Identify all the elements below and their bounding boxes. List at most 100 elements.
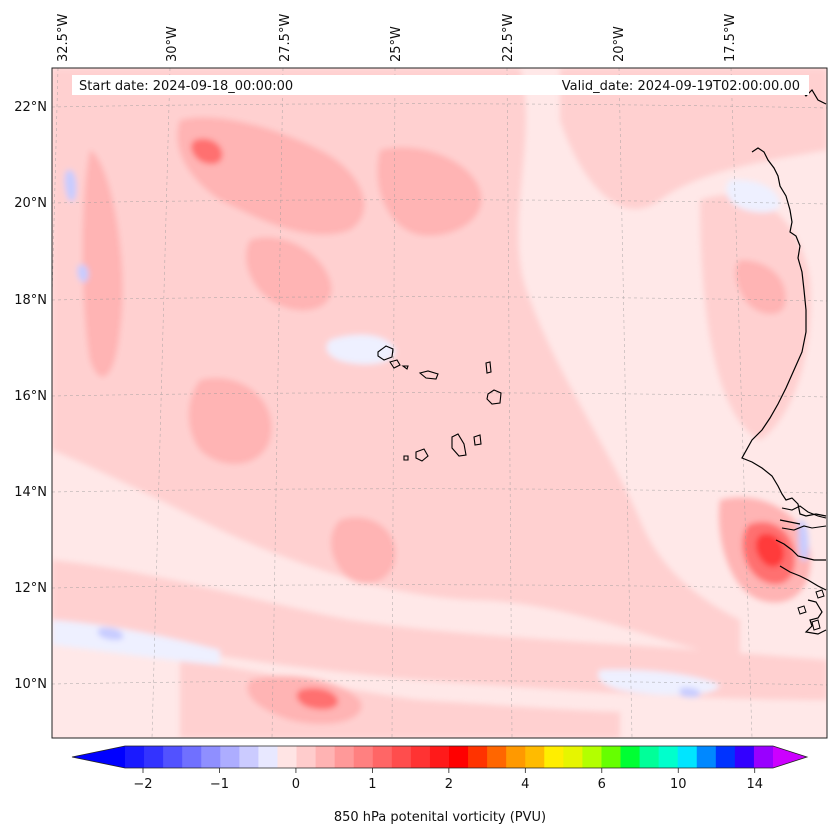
colorbar-segment bbox=[182, 746, 202, 768]
map-frame bbox=[51, 67, 828, 739]
colorbar-segment bbox=[201, 746, 221, 768]
colorbar-segment bbox=[715, 746, 736, 768]
grid-lon-22-5 bbox=[506, 68, 513, 738]
grid-lat-16 bbox=[52, 392, 827, 398]
grid-lat-14 bbox=[52, 488, 827, 494]
pv-blue-south-3 bbox=[680, 687, 701, 698]
island-brava bbox=[403, 455, 409, 461]
colorbar-segment bbox=[353, 746, 374, 768]
pv-patch-east-2 bbox=[735, 260, 786, 315]
pv-patch-west-strip bbox=[82, 150, 123, 377]
island-maio bbox=[473, 434, 482, 446]
colorbar-segments bbox=[125, 746, 774, 768]
colorbar-segment bbox=[563, 746, 583, 768]
longitude-labels: 32.5°W 30°W 27.5°W 25°W 22.5°W 20°W 17.5… bbox=[56, 14, 738, 62]
colorbar-tick-label: 10 bbox=[670, 777, 687, 792]
colorbar-segment bbox=[449, 746, 469, 768]
colorbar-over-arrow bbox=[773, 746, 807, 768]
pv-blue-islands bbox=[326, 334, 396, 365]
colorbar-label: 850 hPa potenital vorticity (PVU) bbox=[334, 810, 546, 825]
grid-lat-22 bbox=[52, 103, 827, 109]
colorbar-segment bbox=[258, 746, 278, 768]
grid-lon-25 bbox=[391, 68, 396, 738]
island-sao-nicolau bbox=[418, 370, 439, 380]
grid-lat-20 bbox=[52, 199, 827, 205]
colorbar-tick-label: −1 bbox=[210, 777, 229, 792]
pv-region-west-pink bbox=[52, 68, 740, 660]
grid-lon-32-5 bbox=[52, 68, 59, 301]
colorbar-segment bbox=[601, 746, 622, 768]
pv-patch-north-3 bbox=[246, 237, 332, 311]
latitude-labels: 22°N 20°N 18°N 16°N 14°N 12°N 10°N bbox=[14, 100, 47, 692]
colorbar-tick-label: 0 bbox=[292, 777, 300, 792]
colorbar-segment bbox=[696, 746, 717, 768]
pv-region-east-pink bbox=[560, 68, 827, 209]
colorbar: −2 −1 0 1 2 4 6 10 14 850 hPa potenital vorticit… bbox=[71, 745, 809, 825]
pv-max-south bbox=[296, 688, 339, 710]
island-fogo bbox=[415, 448, 429, 462]
colorbar-segment bbox=[315, 746, 336, 768]
lat-label: 14°N bbox=[14, 485, 47, 500]
pv-blue-south-2 bbox=[97, 627, 124, 641]
island-sal bbox=[485, 361, 492, 374]
gridlines bbox=[52, 68, 827, 738]
island-santo-antao bbox=[377, 345, 394, 361]
colorbar-tick-label: 1 bbox=[368, 777, 376, 792]
pv-patch-center-2 bbox=[330, 517, 396, 584]
pv-blue-coast bbox=[798, 519, 809, 562]
pv-max-north bbox=[191, 138, 223, 165]
colorbar-segment bbox=[125, 746, 145, 768]
cape-verde-islands bbox=[377, 345, 502, 462]
pv-contours bbox=[52, 68, 827, 738]
lon-label: 30°W bbox=[165, 26, 180, 62]
colorbar-segment bbox=[372, 746, 393, 768]
colorbar-segment bbox=[144, 746, 164, 768]
valid-date-label: Valid_date: 2024-09-19T02:00:00.00 bbox=[562, 79, 800, 94]
lon-label: 22.5°W bbox=[501, 14, 516, 62]
lat-label: 22°N bbox=[14, 100, 47, 115]
grid-lon-17-5 bbox=[730, 68, 753, 738]
colorbar-segment bbox=[525, 746, 545, 768]
colorbar-tick-label: 14 bbox=[746, 777, 763, 792]
lon-label: 32.5°W bbox=[56, 14, 71, 62]
island-santiago bbox=[451, 433, 467, 457]
pv-patch-center bbox=[188, 378, 272, 464]
lat-label: 18°N bbox=[14, 293, 47, 308]
africa-coastline bbox=[741, 87, 827, 635]
colorbar-tick-label: 2 bbox=[445, 777, 453, 792]
lat-label: 10°N bbox=[14, 677, 47, 692]
pv-blue-west-2 bbox=[77, 264, 89, 283]
pv-blue-south bbox=[52, 620, 220, 665]
lat-label: 20°N bbox=[14, 196, 47, 211]
colorbar-segment bbox=[544, 746, 564, 768]
colorbar-segment bbox=[639, 746, 660, 768]
colorbar-under-arrow bbox=[72, 746, 125, 768]
pv-region-africa-coast bbox=[700, 194, 811, 440]
pv-peak-coastal bbox=[755, 533, 785, 567]
colorbar-segment bbox=[468, 746, 488, 768]
pv-blue-west-1 bbox=[64, 169, 77, 202]
lat-label: 16°N bbox=[14, 389, 47, 404]
grid-lon-30 bbox=[151, 68, 171, 738]
grid-lat-12 bbox=[52, 584, 827, 590]
colorbar-segment bbox=[163, 746, 183, 768]
colorbar-segment bbox=[582, 746, 602, 768]
colorbar-segment bbox=[334, 746, 355, 768]
colorbar-segment bbox=[753, 746, 774, 768]
colorbar-segment bbox=[391, 746, 412, 768]
lat-label: 12°N bbox=[14, 581, 47, 596]
colorbar-segment bbox=[220, 746, 240, 768]
colorbar-tick-label: 4 bbox=[521, 777, 529, 792]
start-date-label: Start date: 2024-09-18_00:00:00 bbox=[79, 79, 293, 94]
lon-label: 27.5°W bbox=[278, 14, 293, 62]
pv-region-south-band bbox=[52, 560, 827, 700]
colorbar-segment bbox=[277, 746, 298, 768]
colorbar-outline bbox=[71, 745, 809, 769]
gambia-inlet bbox=[781, 505, 827, 531]
pv-blue-east-1 bbox=[726, 179, 780, 213]
colorbar-segment bbox=[239, 746, 259, 768]
pv-patch-north-1 bbox=[177, 117, 365, 235]
island-santa-luzia bbox=[401, 365, 409, 370]
